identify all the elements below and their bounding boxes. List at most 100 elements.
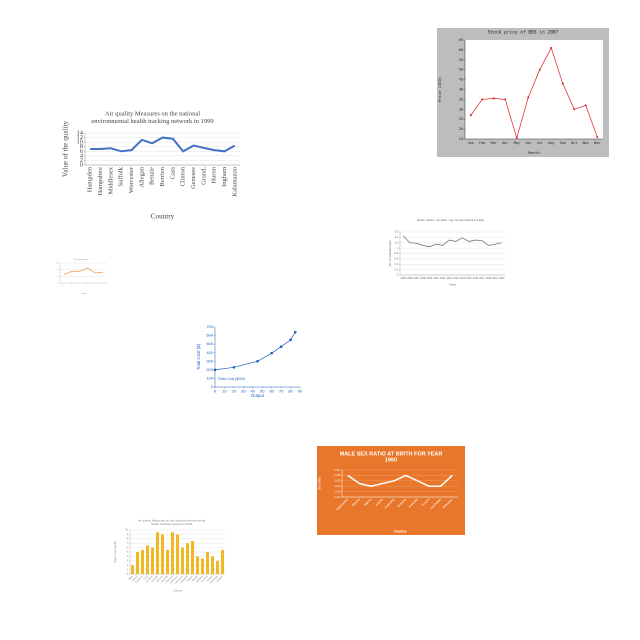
x-tick-label: 2013 — [453, 277, 459, 280]
chart-title: Stock price of BBS in 2007 — [488, 30, 559, 36]
y-tick-label: 8 — [127, 537, 129, 540]
y-tick-label: 8 — [80, 143, 83, 150]
data-point — [492, 97, 495, 100]
chart: Stock price of BBS in 2007 15 20 25 30 35 40 45… — [437, 28, 609, 157]
x-tick-label: Jan — [468, 141, 474, 145]
annotation: Fixed Cost ($200) — [218, 377, 245, 381]
x-tick-label: 90 — [298, 389, 303, 394]
x-axis-label: County — [81, 292, 87, 295]
bar — [136, 552, 139, 574]
y-tick-label: 1 — [397, 247, 399, 250]
x-tick-label: Jefferson — [169, 575, 179, 585]
x-tick-label: 0 — [214, 389, 217, 394]
data-point — [561, 82, 564, 85]
y-tick-label: 1.03 — [334, 489, 340, 493]
x-tick-label: Calhoun — [135, 575, 144, 584]
y-tick-label: 300 — [206, 358, 213, 363]
y-tick-label: 200 — [206, 367, 213, 372]
y-tick-label: 1.06 — [334, 473, 340, 477]
x-tick-label: Jun — [525, 141, 531, 145]
y-tick-label: 0.2 — [395, 268, 399, 271]
x-axis-label: Month — [528, 150, 540, 155]
x-tick-label: Hampden — [87, 166, 94, 192]
bar — [221, 549, 224, 574]
y-axis-label: Total Cost ($) — [196, 343, 201, 370]
x-tick-label: Elmore — [156, 575, 164, 583]
x-tick-label: Austria — [421, 497, 431, 507]
x-tick-label: Berrien — [159, 166, 166, 186]
bar — [216, 560, 219, 574]
x-tick-label: Genesee — [190, 167, 197, 189]
y-tick-label: 60 — [459, 48, 463, 52]
x-tick-label: Worcester — [128, 166, 135, 193]
y-tick-label: 400 — [206, 350, 213, 355]
data-line — [214, 331, 296, 371]
y-tick-label: 10 — [77, 139, 84, 146]
data-point — [596, 136, 599, 139]
y-tick-label: 3 — [127, 559, 129, 562]
y-tick-label: 10 — [125, 529, 128, 532]
x-tick-label: Ingham — [221, 167, 228, 187]
x-tick-label: 2010 — [433, 277, 439, 280]
y-tick-label: 700 — [206, 324, 213, 329]
x-tick-label: Talladega — [209, 575, 219, 585]
x-tick-label: Nov — [583, 141, 589, 145]
x-tick-label: Cullman — [145, 575, 154, 584]
data-line — [63, 267, 104, 276]
x-tick-label: Morgan — [196, 575, 205, 584]
x-axis-label: Output — [251, 393, 265, 398]
y-tick-label: 20 — [459, 127, 463, 131]
bar — [141, 549, 144, 574]
chart-title: health tracking network in 2009 — [151, 522, 193, 526]
y-tick-label: 1.07 — [334, 468, 340, 472]
x-tick-label: Cass — [169, 167, 176, 180]
y-tick-label: 12 — [77, 134, 84, 141]
x-tick-label: 2006 — [407, 277, 413, 280]
x-tick-label: 2005 — [401, 277, 407, 280]
data-point — [573, 108, 576, 111]
bar — [151, 547, 154, 574]
x-tick-label: Madison — [180, 575, 189, 584]
x-tick-label: F — [102, 285, 104, 287]
x-tick-label: 2015 — [466, 277, 472, 280]
x-tick-label: Lawrence — [174, 575, 184, 585]
x-tick-label: 2009 — [427, 277, 433, 280]
data-point — [289, 338, 292, 342]
bar — [181, 547, 184, 574]
x-axis-label: County — [173, 589, 182, 593]
y-tick-label: 8 — [57, 269, 58, 271]
y-tick-label: 1 — [127, 568, 129, 571]
chart: Air quality Measures on the national env… — [113, 518, 225, 593]
chart: Air quality Measures on the nationalenvi… — [61, 110, 240, 220]
y-tick-label: 5 — [127, 551, 129, 554]
y-tick-label: 1.4 — [395, 236, 399, 239]
data-point — [538, 68, 541, 71]
y-tick-label: 4 — [80, 152, 84, 159]
x-tick-label: D — [86, 284, 89, 287]
x-tick-label: Blount — [132, 575, 139, 582]
y-tick-label: 0 — [57, 282, 58, 284]
bar — [156, 532, 159, 574]
y-tick-label: 2 — [127, 564, 129, 567]
y-tick-label: 1.05 — [334, 479, 340, 483]
x-tick-label: Middlesex — [107, 166, 114, 194]
x-tick-label: Feb — [479, 141, 485, 145]
x-tick-label: Russell — [201, 575, 209, 583]
x-tick-label: E — [94, 285, 96, 287]
x-tick-label: Aug — [548, 141, 554, 145]
x-axis-label: Years — [449, 283, 457, 287]
bar — [201, 558, 204, 574]
y-tick-label: 0.6 — [395, 258, 399, 261]
x-tick-label: A — [62, 283, 66, 287]
data-point — [515, 137, 518, 140]
chart-background — [317, 446, 465, 535]
y-tick-label: 6 — [80, 148, 84, 155]
x-tick-label: 2014 — [460, 277, 466, 280]
y-axis-label: Value of the quality — [61, 121, 69, 178]
x-tick-label: 70 — [279, 389, 284, 394]
x-tick-label: 2016 — [473, 277, 479, 280]
data-point — [279, 345, 283, 349]
x-tick-label: Allegan — [138, 166, 145, 187]
data-line — [347, 474, 453, 487]
x-tick-label: May — [514, 141, 520, 145]
